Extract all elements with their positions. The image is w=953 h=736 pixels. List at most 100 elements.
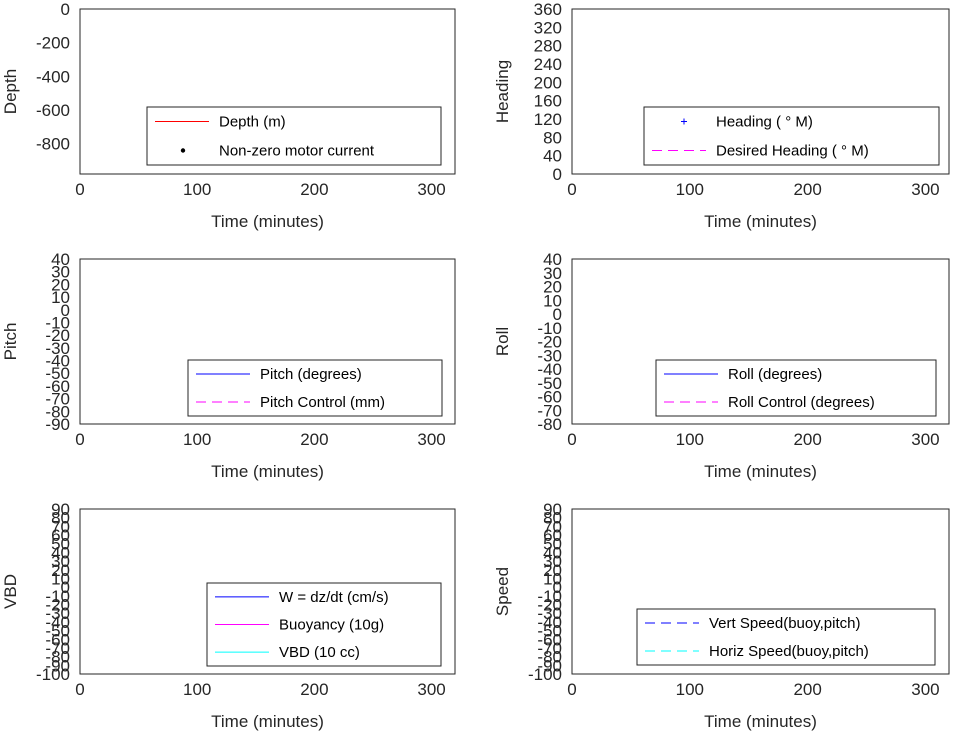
y-tick-label: 10 <box>543 291 562 310</box>
y-tick-label: 30 <box>543 552 562 571</box>
y-tick-label: 0 <box>553 165 562 184</box>
y-tick-label: -10 <box>537 587 562 606</box>
y-axis-label: Roll <box>493 327 512 356</box>
x-tick-label: 300 <box>417 680 445 699</box>
y-tick-label: 160 <box>534 92 562 111</box>
y-tick-label: 20 <box>543 561 562 580</box>
x-tick-label: 0 <box>75 680 84 699</box>
y-tick-label: 40 <box>51 250 70 269</box>
legend-box <box>643 106 940 166</box>
x-tick-label: 300 <box>417 180 445 199</box>
x-axis-label: Time (minutes) <box>704 212 817 231</box>
y-tick-label: 0 <box>61 301 70 320</box>
y-tick-label: -60 <box>537 388 562 407</box>
x-tick-label: 0 <box>567 680 576 699</box>
x-tick-label: 300 <box>911 180 939 199</box>
y-tick-label: 90 <box>51 500 70 519</box>
legend-box <box>655 359 937 417</box>
x-tick-label: 100 <box>183 180 211 199</box>
x-tick-label: 100 <box>183 430 211 449</box>
legend-swatch <box>681 118 687 125</box>
y-tick-label: -60 <box>45 630 70 649</box>
y-tick-label: -800 <box>36 135 70 154</box>
x-tick-label: 0 <box>567 180 576 199</box>
y-tick-label: 240 <box>534 55 562 74</box>
y-tick-label: -50 <box>537 374 562 393</box>
chart-depth: 0 100 200 300 0 -200 -400 -600 -800 Time (minutes… <box>1 0 456 231</box>
y-tick-label: 30 <box>543 264 562 283</box>
legend-label: Roll (degrees) <box>728 366 822 383</box>
x-tick-label: 300 <box>417 430 445 449</box>
y-tick-label: -40 <box>537 360 562 379</box>
y-tick-label: -70 <box>45 390 70 409</box>
legend: Heading ( ° M) Desired Heading ( ° M) <box>643 106 940 166</box>
x-tick-label: 100 <box>183 680 211 699</box>
y-tick-label: 10 <box>543 569 562 588</box>
y-tick-label: 80 <box>51 509 70 528</box>
legend-label: Non-zero motor current <box>219 143 375 160</box>
x-tick-label: 200 <box>300 180 328 199</box>
y-tick-label: -80 <box>45 648 70 667</box>
y-tick-label: -80 <box>537 415 562 434</box>
y-tick-label: -10 <box>45 587 70 606</box>
y-axis-label: Pitch <box>1 323 20 361</box>
x-tick-label: 200 <box>793 680 821 699</box>
legend-label: Pitch (degrees) <box>260 366 362 383</box>
y-tick-label: 30 <box>51 263 70 282</box>
y-tick-label: 70 <box>543 517 562 536</box>
x-tick-label: 200 <box>300 430 328 449</box>
x-axis-label: Time (minutes) <box>211 462 324 481</box>
chart-heading: 0 100 200 30004080120160200240280320360Time… <box>493 0 950 231</box>
y-tick-label: -400 <box>36 67 70 86</box>
y-axis-label: Heading <box>493 60 512 123</box>
x-axis-label: Time (minutes) <box>211 712 324 731</box>
y-tick-label: 20 <box>51 561 70 580</box>
chart-vbd: 0 100 200 3009080706050403020100-10-20-30-4… <box>1 500 456 731</box>
y-tick-label: 20 <box>543 278 562 297</box>
y-tick-label: -30 <box>45 604 70 623</box>
y-tick-label: 0 <box>61 0 70 19</box>
legend-label: Depth (m) <box>219 114 286 131</box>
y-tick-label: -50 <box>537 622 562 641</box>
y-tick-label: -20 <box>537 596 562 615</box>
y-tick-label: 80 <box>543 128 562 147</box>
legend-swatch <box>180 148 186 153</box>
y-tick-label: 320 <box>534 18 562 37</box>
y-tick-label: 50 <box>543 535 562 554</box>
y-tick-label: -30 <box>537 604 562 623</box>
x-tick-label: 0 <box>75 180 84 199</box>
y-tick-label: -60 <box>45 377 70 396</box>
y-tick-label: -70 <box>537 639 562 658</box>
legend-box <box>187 359 443 417</box>
y-tick-label: 10 <box>51 288 70 307</box>
y-tick-label: -100 <box>528 665 562 684</box>
y-tick-label: -40 <box>45 613 70 632</box>
chart-pitch: 0 100 200 300403020100-10-20-30-40-50-60-70… <box>1 250 456 481</box>
y-tick-label: -200 <box>36 34 70 53</box>
y-tick-label: -60 <box>537 630 562 649</box>
y-tick-label: -90 <box>537 656 562 675</box>
legend: Roll (degrees) Roll Control (degrees) <box>655 359 937 417</box>
legend: Pitch (degrees) Pitch Control (mm) <box>187 359 443 417</box>
chart-speed: 0 100 200 3009080706050403020100-10-20-30-4… <box>493 500 950 731</box>
y-tick-label: -20 <box>45 596 70 615</box>
y-tick-label: -20 <box>45 326 70 345</box>
y-tick-label: -40 <box>537 613 562 632</box>
y-tick-label: -70 <box>45 639 70 658</box>
legend-label: Horiz Speed(buoy,pitch) <box>709 643 869 660</box>
y-tick-label: 20 <box>51 275 70 294</box>
x-tick-label: 100 <box>676 680 704 699</box>
x-tick-label: 300 <box>911 680 939 699</box>
y-tick-label: -30 <box>537 346 562 365</box>
legend-box <box>636 608 936 666</box>
y-tick-label: 10 <box>51 569 70 588</box>
y-tick-label: 60 <box>543 526 562 545</box>
legend-box <box>146 106 442 166</box>
y-tick-label: -50 <box>45 622 70 641</box>
legend-label: Vert Speed(buoy,pitch) <box>709 615 860 632</box>
x-axis-label: Time (minutes) <box>704 712 817 731</box>
y-tick-label: -80 <box>537 648 562 667</box>
legend-label: VBD (10 cc) <box>279 644 360 661</box>
y-tick-label: 50 <box>51 535 70 554</box>
